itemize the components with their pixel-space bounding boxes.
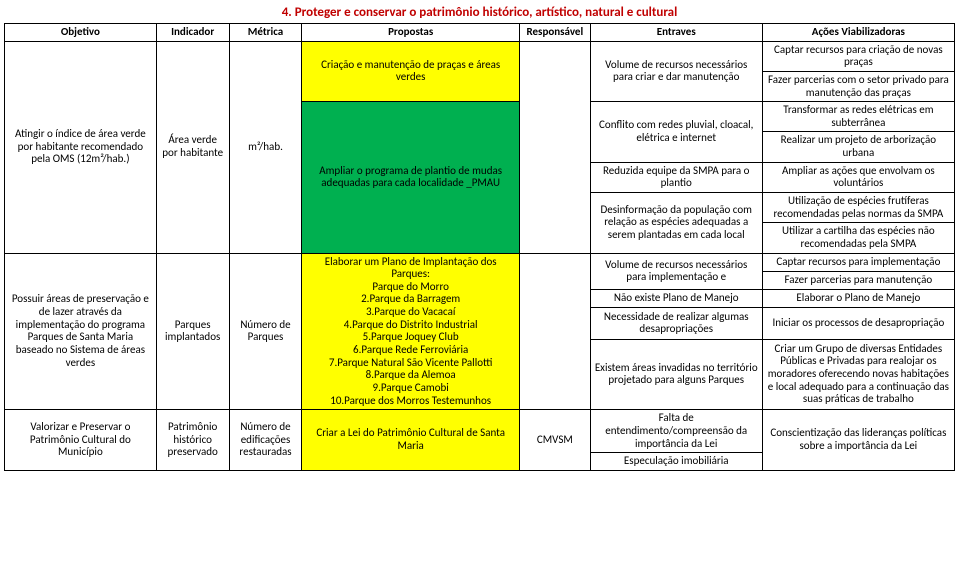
obj3-ind: Patrimônio histórico preservado bbox=[156, 410, 229, 471]
obj2-prop-l8: 8.Parque da Alemoa bbox=[366, 368, 456, 381]
hdr-objetivo: Objetivo bbox=[5, 23, 157, 41]
hdr-metrica: Métrica bbox=[229, 23, 302, 41]
obj3-prop: Criar a Lei do Patrimônio Cultural de Sa… bbox=[302, 410, 520, 471]
obj3-resp: CMVSM bbox=[519, 410, 590, 471]
obj2-resp bbox=[519, 253, 590, 410]
obj1-ac7: Utilizar a cartilha das espécies não rec… bbox=[762, 223, 954, 253]
header-row: Objetivo Indicador Métrica Propostas Res… bbox=[5, 23, 955, 41]
obj2-ac2: Fazer parcerias para manutenção bbox=[762, 271, 954, 289]
obj2-prop-l1: Parque do Morro bbox=[372, 280, 448, 293]
obj3-entr1: Falta de entendimento/compreensão da imp… bbox=[590, 410, 762, 453]
obj2-entr1: Volume de recursos necessários para impl… bbox=[590, 253, 762, 290]
obj3-met: Número de edificações restauradas bbox=[229, 410, 302, 471]
obj1-ind: Área verde por habitante bbox=[156, 41, 229, 253]
obj2-met: Número de Parques bbox=[229, 253, 302, 410]
obj2-prop-h: Elaborar um Plano de Implantação dos Par… bbox=[325, 255, 497, 281]
obj1-ac1: Captar recursos para criação de novas pr… bbox=[762, 41, 954, 71]
obj2-text: Possuir áreas de preservação e de lazer … bbox=[5, 253, 157, 410]
obj1-ac5: Ampliar as ações que envolvam os voluntá… bbox=[762, 162, 954, 192]
obj3-text: Valorizar e Preservar o Patrimônio Cultu… bbox=[5, 410, 157, 471]
obj1-entr2: Conflito com redes pluvial, cloacal, elé… bbox=[590, 102, 762, 163]
obj1-ac2: Fazer parcerias com o setor privado para… bbox=[762, 71, 954, 101]
obj2-ac1: Captar recursos para implementação bbox=[762, 253, 954, 271]
hdr-responsavel: Responsável bbox=[519, 23, 590, 41]
obj2-ac3: Elaborar o Plano de Manejo bbox=[762, 290, 954, 308]
obj2-prop: Elaborar um Plano de Implantação dos Par… bbox=[302, 253, 520, 410]
obj1-prop2: Ampliar o programa de plantio de mudas a… bbox=[302, 102, 520, 253]
obj2-ac4: Iniciar os processos de desapropriação bbox=[762, 308, 954, 339]
obj1-ac4: Realizar um projeto de arborização urban… bbox=[762, 132, 954, 162]
heritage-table: 4. Proteger e conservar o patrimônio his… bbox=[4, 4, 955, 471]
hdr-propostas: Propostas bbox=[302, 23, 520, 41]
obj1-ac3: Transformar as redes elétricas em subter… bbox=[762, 102, 954, 132]
obj2-ind: Parques implantados bbox=[156, 253, 229, 410]
obj2-prop-l4: 4.Parque do Distrito Industrial bbox=[344, 318, 478, 331]
hdr-indicador: Indicador bbox=[156, 23, 229, 41]
obj2-prop-l10: 10.Parque dos Morros Testemunhos bbox=[330, 394, 491, 407]
hdr-entraves: Entraves bbox=[590, 23, 762, 41]
obj1-met: m²/hab. bbox=[229, 41, 302, 253]
obj2-prop-l6: 6.Parque Rede Ferroviária bbox=[353, 343, 468, 356]
obj1-prop1: Criação e manutenção de praças e áreas v… bbox=[302, 41, 520, 102]
obj3-entr2: Especulação imobiliária bbox=[590, 453, 762, 471]
obj2-entr2: Não existe Plano de Manejo bbox=[590, 290, 762, 308]
title-row: 4. Proteger e conservar o patrimônio his… bbox=[5, 4, 955, 23]
obj2-prop-l3: 3.Parque do Vacacaí bbox=[366, 305, 455, 318]
obj2-prop-l5: 5.Parque Joquey Club bbox=[363, 330, 459, 343]
obj3-ac1: Conscientização das lideranças políticas… bbox=[762, 410, 954, 471]
obj1-text: Atingir o índice de área verde por habit… bbox=[5, 41, 157, 253]
obj2-ac5: Criar um Grupo de diversas Entidades Púb… bbox=[762, 339, 954, 410]
obj1-entr4: Desinformação da população com relação a… bbox=[590, 192, 762, 253]
table-title: 4. Proteger e conservar o patrimônio his… bbox=[5, 4, 955, 23]
obj1-entr3: Reduzida equipe da SMPA para o plantio bbox=[590, 162, 762, 192]
obj2-row1: Possuir áreas de preservação e de lazer … bbox=[5, 253, 955, 271]
obj2-prop-l9: 9.Parque Camobi bbox=[373, 381, 449, 394]
hdr-acoes: Ações Viabilizadoras bbox=[762, 23, 954, 41]
obj1-row1: Atingir o índice de área verde por habit… bbox=[5, 41, 955, 71]
obj3-row1: Valorizar e Preservar o Patrimônio Cultu… bbox=[5, 410, 955, 453]
obj2-entr3: Necessidade de realizar algumas desaprop… bbox=[590, 308, 762, 339]
obj1-resp bbox=[519, 41, 590, 253]
obj2-prop-l2: 2.Parque da Barragem bbox=[361, 292, 460, 305]
obj2-entr4: Existem áreas invadidas no território pr… bbox=[590, 339, 762, 410]
obj1-ac6: Utilização de espécies frutíferas recome… bbox=[762, 192, 954, 222]
obj1-entr1: Volume de recursos necessários para cria… bbox=[590, 41, 762, 102]
obj2-prop-l7: 7.Parque Natural São Vicente Pallotti bbox=[329, 356, 493, 369]
